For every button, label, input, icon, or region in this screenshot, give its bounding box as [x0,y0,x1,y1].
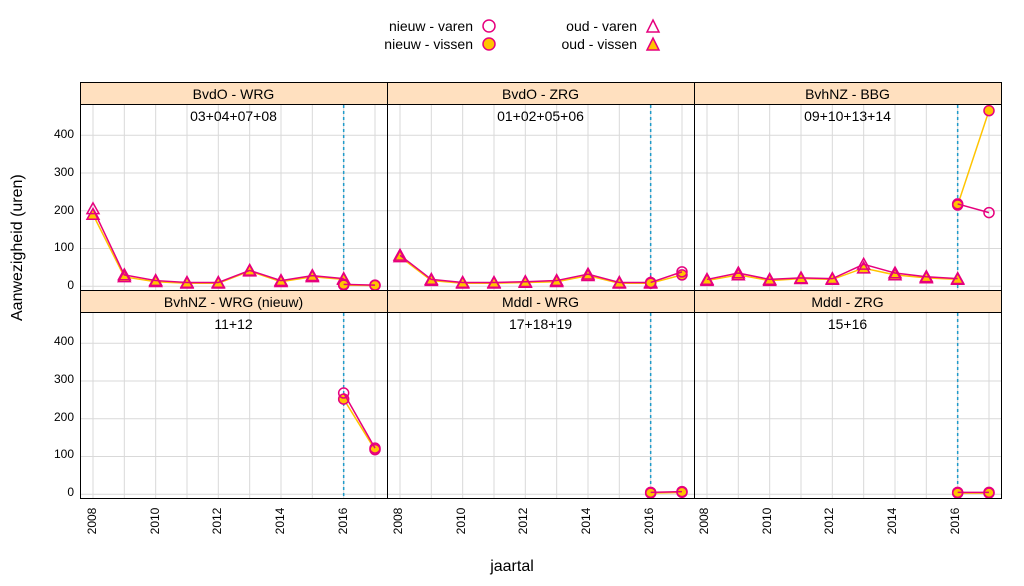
panel-title: BvhNZ - WRG (nieuw) [81,291,387,313]
legend-label: oud - varen [527,18,637,34]
panel: BvdO - WRG 03+04+07+08 [80,82,388,291]
panel: Mddl - ZRG 15+16 [694,290,1002,499]
panel-title: BvdO - ZRG [388,83,694,105]
panel: Mddl - WRG 17+18+19 [387,290,695,499]
panel-title: Mddl - ZRG [695,291,1001,313]
panel: BvdO - ZRG 01+02+05+06 [387,82,695,291]
panel-plot: 03+04+07+08 [81,105,387,290]
legend: nieuw - varen nieuw - vissen oud - varen… [10,10,1014,60]
y-axis-title: Aanwezigheid (uren) [9,175,27,322]
panel-plot: 01+02+05+06 [388,105,694,290]
triangle-filled-icon [645,36,661,52]
x-axis-title: jaartal [10,558,1014,576]
chart-container: nieuw - varen nieuw - vissen oud - varen… [10,10,1014,576]
legend-label: oud - vissen [527,36,637,52]
panel: BvhNZ - BBG 09+10+13+14 [694,82,1002,291]
panel-title: BvhNZ - BBG [695,83,1001,105]
y-axis-ticks: 0100200300400 [48,104,78,289]
panel-plot: 09+10+13+14 [695,105,1001,290]
legend-label: nieuw - vissen [363,36,473,52]
panel-plot: 11+12 [81,313,387,498]
circle-filled-icon [481,36,497,52]
legend-label: nieuw - varen [363,18,473,34]
y-axis-ticks: 0100200300400 [48,311,78,496]
panel-plot: 17+18+19 [388,313,694,498]
panel-grid: BvdO - WRG 03+04+07+08 BvdO - ZRG 01+02+… [80,82,1000,496]
panel-plot: 15+16 [695,313,1001,498]
panel-title: Mddl - WRG [388,291,694,313]
triangle-hollow-icon [645,18,661,34]
panel: BvhNZ - WRG (nieuw) 11+12 [80,290,388,499]
panel-title: BvdO - WRG [81,83,387,105]
circle-hollow-icon [481,18,497,34]
